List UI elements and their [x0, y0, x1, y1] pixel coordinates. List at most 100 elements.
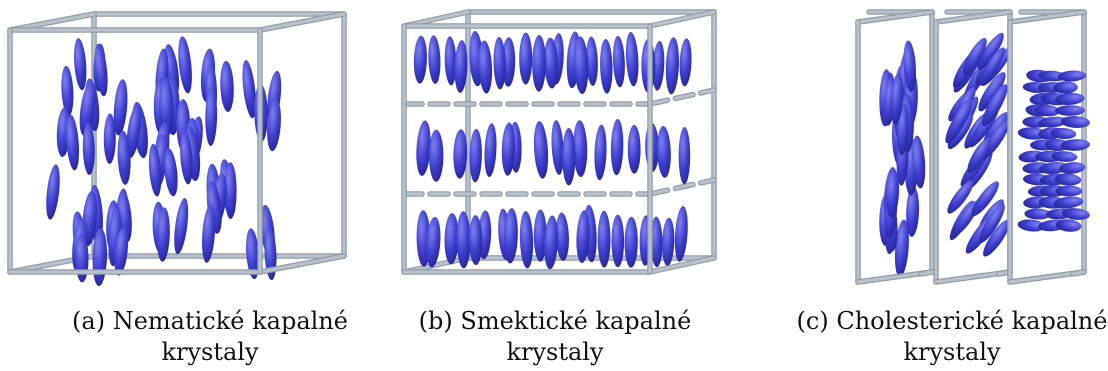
molecule [478, 40, 493, 94]
caption-smectic: (b) Smektické kapalné krystaly [385, 306, 725, 368]
box-edge-face [648, 256, 716, 274]
caption-nematic: (a) Nematické kapalné krystaly [40, 306, 380, 368]
molecule [1050, 127, 1077, 140]
molecule [1055, 219, 1082, 232]
molecule [662, 217, 675, 267]
molecule [665, 37, 679, 95]
molecule [962, 37, 987, 76]
molecule [428, 35, 441, 84]
molecule [426, 216, 441, 268]
molecule [61, 65, 74, 116]
molecule [586, 36, 598, 86]
molecule [890, 72, 904, 126]
caption-smectic-line1: (b) Smektické kapalné [418, 307, 692, 335]
molecule [894, 219, 909, 278]
molecule [967, 137, 991, 173]
molecule [73, 38, 87, 91]
smectic-molecules [413, 31, 692, 270]
molecule [627, 124, 641, 174]
caption-nematic-line2: krystaly [161, 338, 259, 366]
layer-divider-face [648, 178, 716, 196]
molecule [906, 186, 920, 237]
molecule [625, 31, 639, 87]
layer-divider-face [648, 88, 716, 106]
molecule [454, 40, 468, 93]
molecule [1059, 162, 1086, 174]
molecule [544, 215, 559, 270]
molecule [267, 98, 281, 152]
molecule [650, 216, 663, 268]
molecule [1055, 93, 1085, 105]
molecule [1061, 208, 1090, 220]
molecule [979, 47, 1005, 86]
molecule [46, 164, 60, 220]
molecule [519, 211, 534, 269]
molecule [220, 60, 234, 112]
molecule [444, 36, 457, 86]
molecule [469, 215, 483, 266]
cholesteric-molecules [879, 32, 1090, 278]
molecule [1055, 185, 1083, 197]
caption-nematic-line1: (a) Nematické kapalné [72, 307, 348, 335]
molecule [224, 162, 237, 219]
molecule [79, 81, 96, 136]
molecule [1024, 208, 1051, 220]
caption-smectic-line2: krystaly [506, 338, 604, 366]
molecule [652, 40, 665, 91]
molecule [574, 36, 589, 94]
molecule [242, 59, 256, 119]
molecule [532, 35, 546, 92]
molecule [428, 129, 444, 182]
nematic-box-back [7, 11, 347, 275]
molecule [562, 128, 576, 186]
box-edge-face [258, 254, 346, 274]
molecule [156, 207, 170, 262]
molecule [66, 114, 80, 171]
molecule [1017, 219, 1046, 232]
molecule [551, 120, 564, 175]
molecule [947, 113, 973, 150]
molecule [126, 104, 142, 159]
nematic-molecules [46, 36, 282, 286]
molecule [469, 128, 482, 183]
molecule [971, 181, 999, 217]
molecule [1060, 139, 1090, 151]
molecule [456, 211, 471, 269]
molecule [164, 148, 178, 197]
cholesteric-panel [855, 9, 1090, 285]
molecule [1054, 173, 1082, 186]
molecule [978, 72, 1006, 112]
molecule [159, 77, 174, 137]
molecule [1034, 104, 1060, 117]
molecule [503, 208, 518, 264]
molecule [544, 37, 559, 89]
molecule [610, 119, 624, 176]
molecule [493, 37, 506, 90]
molecule [413, 35, 427, 84]
molecule [178, 36, 192, 94]
molecule [982, 84, 1008, 127]
molecule [1053, 196, 1084, 209]
molecule [533, 121, 549, 179]
molecule [246, 228, 260, 280]
nematic-panel [7, 11, 347, 286]
molecule [1060, 116, 1090, 128]
molecule [679, 38, 692, 87]
molecule [624, 216, 638, 268]
molecule [94, 43, 108, 97]
molecule [103, 113, 116, 164]
molecule [1057, 70, 1087, 82]
molecule [983, 219, 1011, 257]
molecule [611, 214, 625, 268]
molecule [979, 203, 1005, 243]
molecule [202, 204, 216, 263]
molecule [114, 226, 129, 276]
plane-edge-face [1071, 270, 1086, 276]
molecule [113, 79, 128, 136]
molecule [174, 198, 189, 255]
plane-edge-face [919, 270, 934, 276]
molecule [484, 123, 497, 177]
plane-edge-face [934, 10, 1012, 24]
molecule [180, 130, 193, 185]
plane-edge-face [856, 10, 934, 24]
